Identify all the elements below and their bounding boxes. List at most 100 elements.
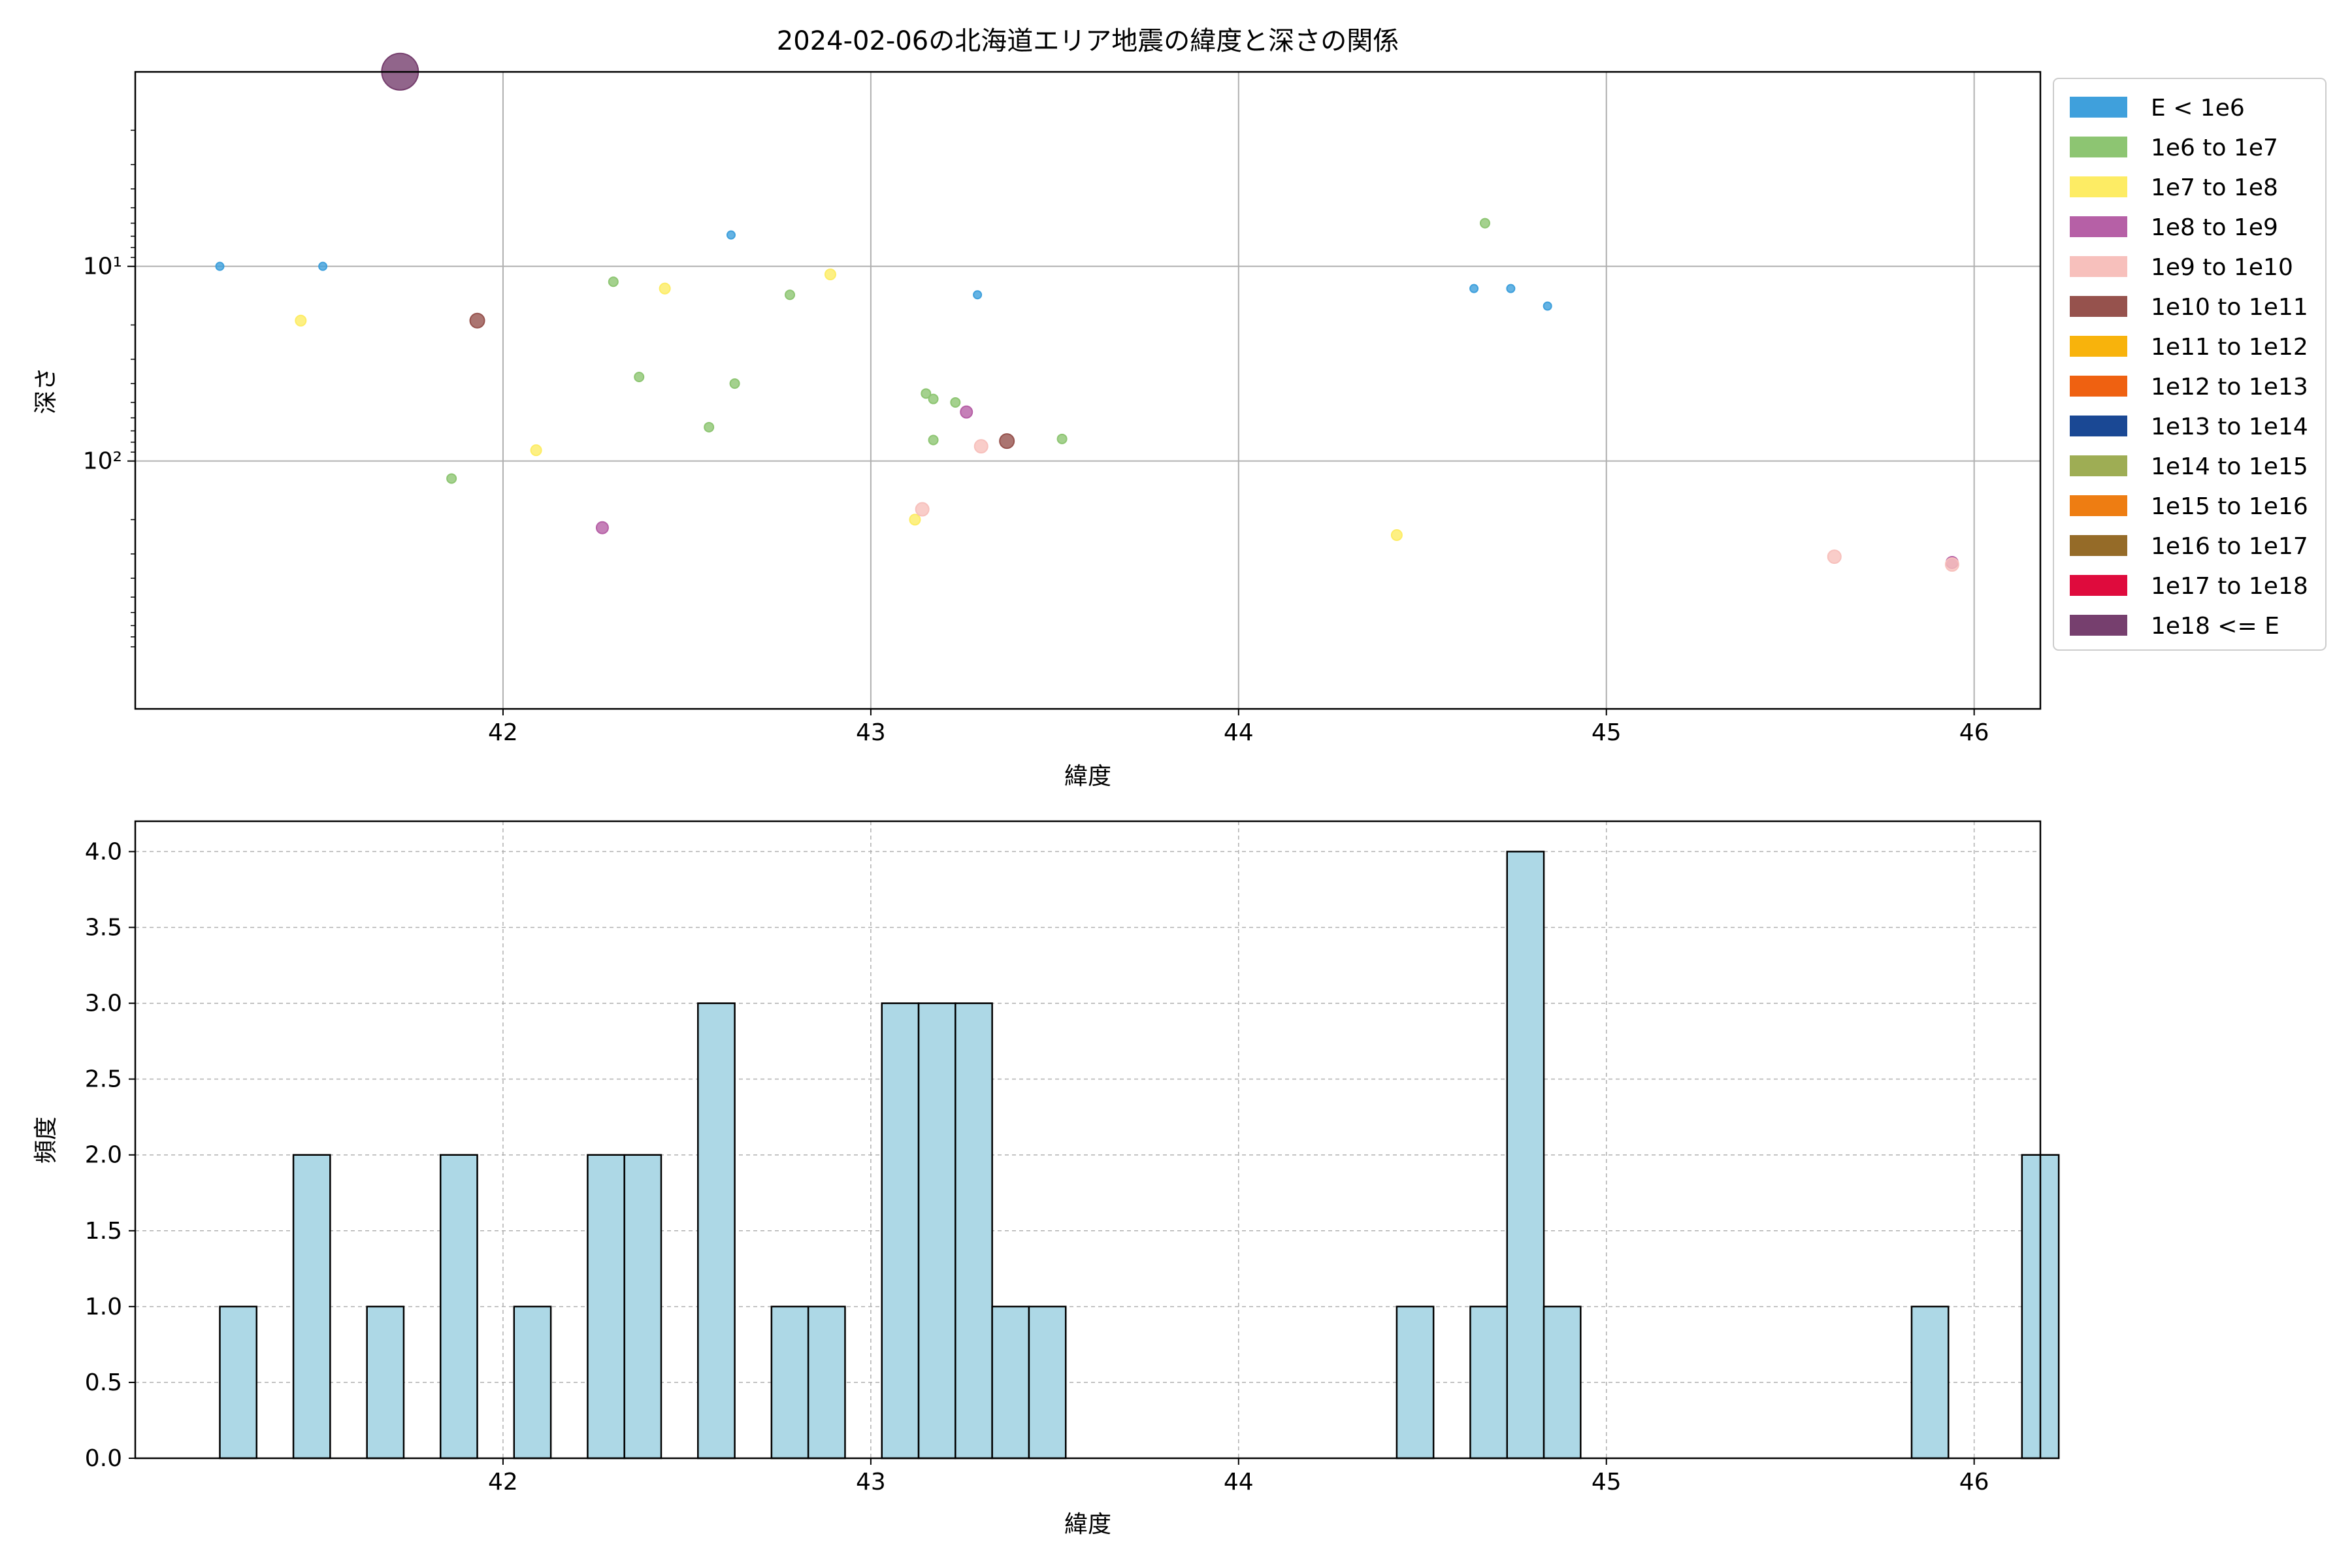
histogram-x-tick-label: 45 — [1592, 1469, 1622, 1495]
histogram-bar — [1028, 1305, 1067, 1460]
scatter-x-tick-label: 43 — [856, 719, 886, 746]
legend-swatch — [2070, 216, 2127, 237]
histogram-bar — [513, 1305, 552, 1460]
scatter-point — [469, 312, 485, 329]
histogram-y-tick-label: 0.5 — [85, 1369, 122, 1396]
legend-label: 1e6 to 1e7 — [2151, 135, 2278, 161]
legend-label: 1e10 to 1e11 — [2151, 294, 2308, 321]
scatter-point — [1056, 433, 1068, 444]
histogram-x-tick-label: 43 — [856, 1469, 886, 1495]
legend-swatch — [2070, 256, 2127, 277]
scatter-point — [659, 282, 671, 295]
histogram-y-axis: 0.0 0.5 1.0 1.5 2.0 2.5 3.0 3.5 4.0 — [85, 838, 135, 1472]
histogram-bar — [917, 1002, 956, 1460]
scatter-point — [726, 230, 736, 240]
histogram-bar — [366, 1305, 405, 1460]
scatter-y-axis-label: 深さ — [33, 367, 59, 414]
scatter-point — [729, 378, 740, 389]
scatter-plot-area — [135, 72, 2040, 709]
legend-swatch — [2070, 495, 2127, 516]
histogram-bar — [955, 1002, 993, 1460]
histogram-bar — [623, 1154, 662, 1460]
legend-frame — [2053, 78, 2327, 651]
legend-label: E < 1e6 — [2151, 95, 2245, 122]
scatter-y-axis: 10¹ 10² — [83, 129, 135, 647]
histogram-x-axis-label: 緯度 — [1064, 1511, 1111, 1538]
histogram-bar — [1506, 851, 1545, 1460]
histogram-bar — [1396, 1305, 1435, 1460]
scatter-point — [446, 473, 457, 484]
legend-swatch — [2070, 615, 2127, 636]
legend-label: 1e13 to 1e14 — [2151, 414, 2308, 440]
legend-label: 1e9 to 1e10 — [2151, 254, 2293, 281]
legend-swatch — [2070, 416, 2127, 436]
scatter-point — [915, 502, 930, 517]
histogram-x-tick-label: 42 — [488, 1469, 518, 1495]
scatter-point — [1479, 218, 1490, 229]
scatter-point — [921, 388, 932, 399]
legend-swatch — [2070, 535, 2127, 556]
histogram-bar — [587, 1154, 625, 1460]
scatter-point — [973, 290, 983, 300]
scatter-point — [960, 405, 973, 419]
histogram-bar — [1910, 1305, 1950, 1460]
histogram-y-tick-label: 1.0 — [85, 1294, 122, 1320]
scatter-panel: 2024-02-06の北海道エリア地震の緯度と深さの関係 42 43 44 45 46 … — [33, 26, 2042, 790]
legend-swatch — [2070, 455, 2127, 476]
chart-title: 2024-02-06の北海道エリア地震の緯度と深さの関係 — [777, 26, 1399, 56]
legend-label: 1e12 to 1e13 — [2151, 374, 2308, 400]
histogram-y-tick-label: 4.0 — [85, 838, 122, 865]
scatter-x-axis: 42 43 44 45 46 — [488, 709, 1989, 746]
scatter-point — [973, 439, 988, 454]
histogram-bars — [219, 851, 2060, 1460]
scatter-point — [1506, 284, 1516, 293]
histogram-bar — [697, 1002, 736, 1460]
legend-label: 1e7 to 1e8 — [2151, 174, 2278, 201]
histogram-y-tick-label: 0.0 — [85, 1445, 122, 1472]
scatter-axes-frame — [134, 71, 2042, 710]
scatter-point — [318, 261, 328, 271]
scatter-point — [1390, 529, 1403, 541]
scatter-point — [1469, 284, 1479, 293]
histogram-bar — [1469, 1305, 1508, 1460]
scatter-point — [595, 521, 609, 534]
scatter-grid — [135, 72, 2040, 709]
scatter-x-tick-label: 42 — [488, 719, 518, 746]
scatter-x-tick-label: 44 — [1224, 719, 1254, 746]
histogram-y-tick-label: 2.0 — [85, 1142, 122, 1169]
legend-swatch — [2070, 376, 2127, 397]
scatter-point — [824, 269, 836, 281]
histogram-y-axis-label: 頻度 — [33, 1117, 59, 1164]
histogram-panel: 42 43 44 45 46 0.0 0.5 1.0 1.5 2.0 2.5 3.0 3.5 4.0 緯… — [33, 820, 2060, 1538]
legend-label: 1e17 to 1e18 — [2151, 573, 2308, 600]
legend-items: E < 1e6 1e6 to 1e7 1e7 to 1e8 1e8 to 1e9 1e9… — [2070, 95, 2308, 640]
scatter-y-tick-label: 10¹ — [83, 253, 122, 280]
histogram-x-tick-label: 46 — [1959, 1469, 1989, 1495]
scatter-point — [295, 314, 307, 327]
histogram-bar — [292, 1154, 331, 1460]
legend-label: 1e16 to 1e17 — [2151, 533, 2308, 560]
scatter-point — [1944, 557, 1959, 572]
scatter-point — [704, 421, 715, 433]
histogram-y-tick-label: 1.5 — [85, 1218, 122, 1245]
histogram-bar — [991, 1305, 1030, 1460]
histogram-plot-area — [135, 821, 2040, 1458]
scatter-point — [928, 393, 939, 404]
legend-label: 1e18 <= E — [2151, 613, 2279, 640]
scatter-point — [909, 514, 921, 526]
legend-swatch — [2070, 336, 2127, 357]
scatter-point — [608, 276, 619, 287]
legend-swatch — [2070, 97, 2127, 118]
scatter-point — [215, 261, 225, 271]
scatter-point — [1827, 549, 1842, 564]
legend: E < 1e6 1e6 to 1e7 1e7 to 1e8 1e8 to 1e9 1e9… — [2053, 78, 2327, 651]
histogram-y-tick-label: 3.0 — [85, 990, 122, 1017]
scatter-y-tick-label: 10² — [83, 448, 122, 475]
legend-label: 1e15 to 1e16 — [2151, 493, 2308, 520]
scatter-point — [530, 444, 542, 457]
histogram-bar — [439, 1154, 478, 1460]
legend-label: 1e8 to 1e9 — [2151, 214, 2278, 241]
histogram-y-tick-label: 2.5 — [85, 1066, 122, 1093]
scatter-point — [950, 397, 961, 408]
histogram-x-tick-label: 44 — [1224, 1469, 1254, 1495]
